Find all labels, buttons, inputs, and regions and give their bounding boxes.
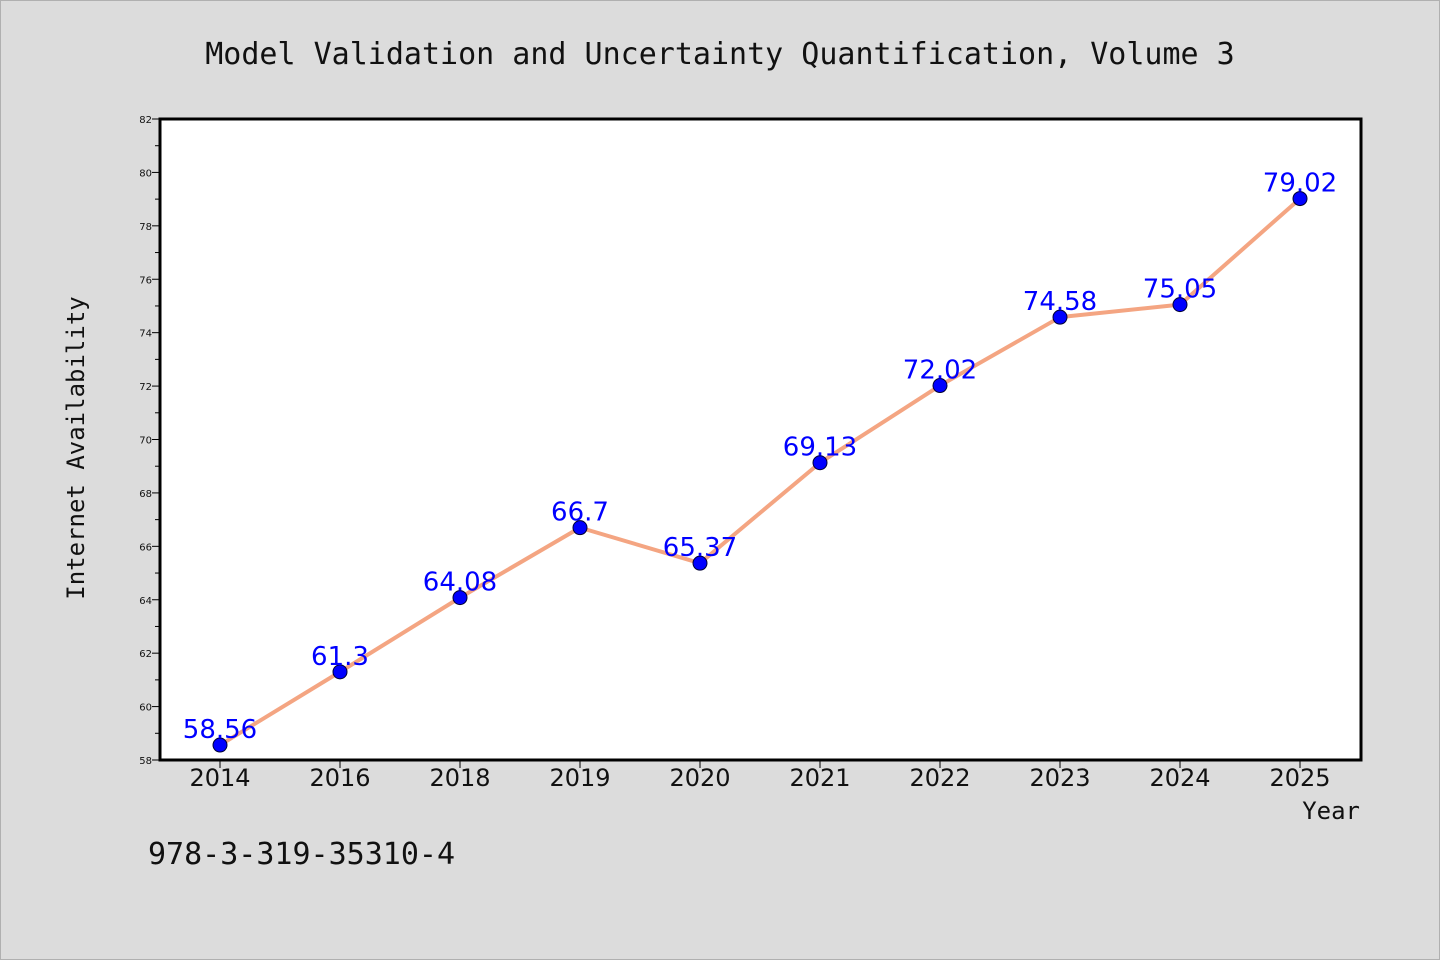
y-tick-label: 70: [139, 436, 152, 447]
data-point: [692, 555, 708, 571]
x-tick-label: 2021: [789, 764, 850, 792]
y-tick-label: 66: [139, 542, 152, 553]
y-tick-label: 64: [139, 596, 152, 607]
y-tick-label: 82: [139, 115, 152, 126]
series-polyline: [218, 197, 1302, 747]
data-label: 65.37: [663, 533, 737, 563]
x-tick-label: 2023: [1029, 764, 1090, 792]
y-axis-label: Internet Availability: [62, 296, 90, 599]
data-labels: 58.56 61.3 64.08 66.7 65.37 69.13 72.02 74.58 75…: [183, 169, 1337, 745]
data-label: 75.05: [1143, 275, 1217, 305]
data-point: [212, 737, 228, 753]
x-tick-label: 2024: [1149, 764, 1210, 792]
data-point: [1172, 297, 1188, 313]
data-label: 72.02: [903, 356, 977, 386]
data-point: [1292, 191, 1308, 207]
y-axis: 58 60 62 64 66 68 70 72 74 76 78 80 82: [139, 115, 160, 767]
x-tick-label: 2018: [429, 764, 490, 792]
y-tick-label: 62: [139, 649, 152, 660]
x-tick-label: 2025: [1269, 764, 1330, 792]
x-tick-label: 2019: [549, 764, 610, 792]
x-tick-label: 2014: [189, 764, 250, 792]
data-point: [1052, 309, 1068, 325]
data-label: 66.7: [551, 498, 609, 528]
data-label: 79.02: [1263, 169, 1337, 199]
data-label: 64.08: [423, 568, 497, 598]
y-tick-label: 76: [139, 275, 152, 286]
y-tick-label: 58: [139, 756, 152, 767]
y-tick-label: 78: [139, 222, 152, 233]
data-point: [932, 378, 948, 394]
y-tick-label: 72: [139, 382, 152, 393]
x-axis: 2014 2016 2018 2019 2020 2021 2022 2023 2024 2025: [189, 760, 1331, 792]
chart-title: Model Validation and Uncertainty Quantif…: [205, 37, 1235, 72]
y-tick-label: 74: [139, 329, 152, 340]
y-tick-label: 68: [139, 489, 152, 500]
isbn-text: 978-3-319-35310-4: [148, 837, 455, 872]
series-line: [212, 191, 1308, 753]
data-label: 69.13: [783, 433, 857, 463]
data-point: [572, 520, 588, 536]
y-tick-label: 60: [139, 703, 152, 714]
x-tick-label: 2022: [909, 764, 970, 792]
plot-area: [158, 117, 1363, 762]
x-tick-label: 2020: [669, 764, 730, 792]
data-point: [452, 590, 468, 606]
data-label: 61.3: [311, 642, 369, 672]
data-point: [812, 455, 828, 471]
data-point: [332, 664, 348, 680]
data-label: 58.56: [183, 715, 257, 745]
x-axis-label: Year: [1302, 797, 1360, 825]
x-tick-label: 2016: [309, 764, 370, 792]
y-tick-label: 80: [139, 168, 152, 179]
data-label: 74.58: [1023, 287, 1097, 317]
